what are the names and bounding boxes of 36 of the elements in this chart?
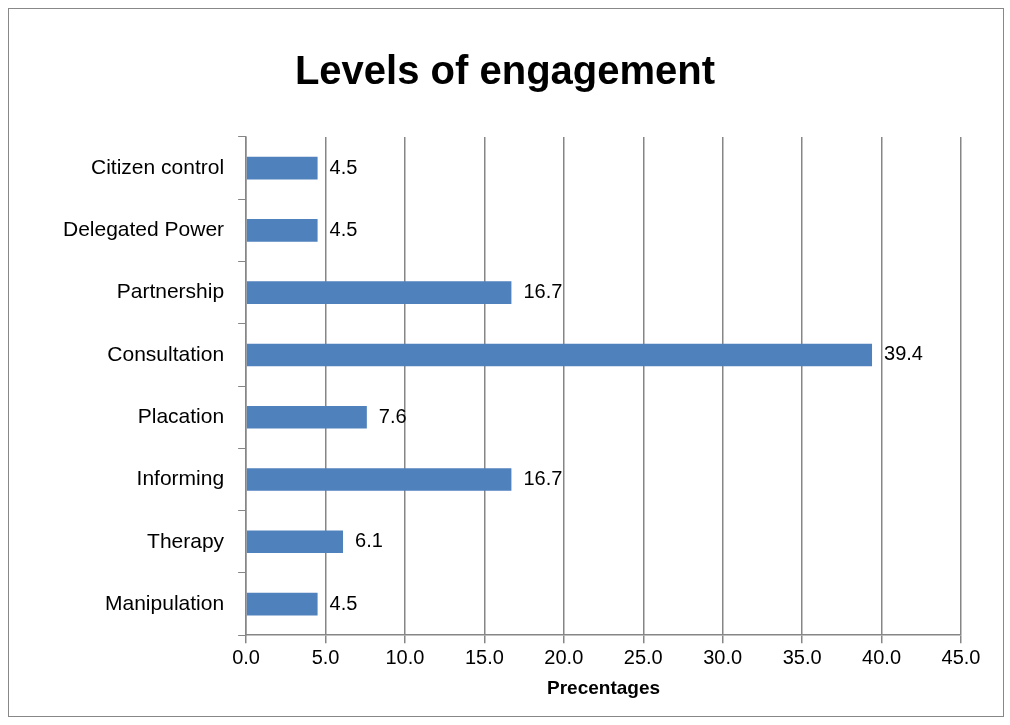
x-tick-label: 40.0 (862, 645, 902, 668)
x-tick-label: 20.0 (544, 645, 584, 668)
x-tick-label: 0.0 (232, 645, 261, 668)
bar (246, 343, 873, 367)
bar (246, 405, 367, 429)
y-tick-label: Therapy (147, 528, 225, 552)
x-tick-label: 5.0 (311, 645, 340, 668)
y-tick-label: Informing (136, 466, 225, 490)
data-label: 39.4 (884, 342, 923, 365)
data-label: 4.5 (329, 591, 358, 614)
bar (246, 530, 344, 554)
y-tick-label: Delegated Power (62, 217, 225, 241)
data-label: 4.5 (329, 155, 358, 178)
data-label: 7.6 (378, 404, 407, 427)
data-label: 6.1 (355, 529, 383, 552)
y-tick-label: Partnership (116, 279, 225, 303)
y-tick-label: Consultation (107, 341, 225, 365)
x-tick-label: 35.0 (782, 645, 822, 668)
y-tick-label: Manipulation (105, 590, 225, 614)
y-tick-label: Placation (137, 404, 225, 428)
bar (246, 592, 318, 616)
bar (246, 156, 318, 180)
bar (246, 468, 512, 491)
bar (246, 219, 318, 242)
x-axis-title: Precentages (547, 676, 661, 698)
bar (246, 281, 512, 305)
x-tick-label: 25.0 (623, 645, 663, 668)
data-label: 16.7 (523, 280, 563, 303)
y-tick-label: Citizen control (91, 154, 225, 178)
x-tick-label: 10.0 (385, 645, 425, 668)
x-tick-label: 45.0 (941, 645, 981, 668)
x-tick-label: 30.0 (703, 645, 743, 668)
data-label: 4.5 (329, 217, 358, 240)
x-tick-label: 15.0 (464, 645, 504, 668)
data-label: 16.7 (523, 467, 563, 490)
chart-title: Levels of engagement (294, 48, 716, 93)
